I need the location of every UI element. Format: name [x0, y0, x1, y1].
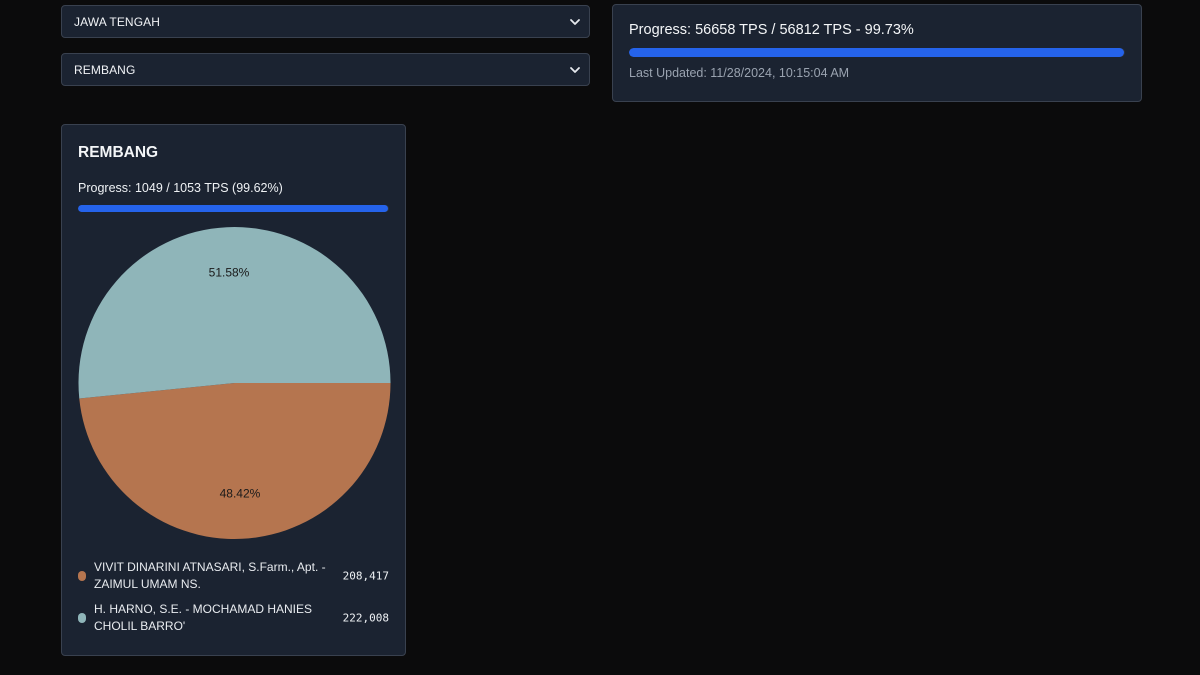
region-progress-bar [78, 205, 389, 212]
pie-slice[interactable] [79, 383, 391, 539]
region-result-card: REMBANG Progress: 1049 / 1053 TPS (99.62… [61, 124, 406, 656]
pie-chart-svg: 48.42% 51.58% [78, 226, 391, 539]
legend-swatch [78, 571, 86, 581]
region-progress-text: Progress: 1049 / 1053 TPS (99.62%) [78, 181, 283, 195]
regency-select[interactable]: REMBANG [61, 53, 590, 86]
pie-percent-label: 48.42% [220, 487, 261, 501]
province-select[interactable]: JAWA TENGAH [61, 5, 590, 38]
overall-progress-text: Progress: 56658 TPS / 56812 TPS - 99.73% [629, 22, 914, 38]
chevron-down-icon [568, 63, 582, 77]
province-select-value: JAWA TENGAH [74, 14, 161, 29]
vote-pie-chart: 48.42% 51.58% [78, 226, 391, 541]
legend-swatch [78, 613, 86, 623]
legend-vote-count: 208,417 [342, 569, 389, 583]
regency-select-value: REMBANG [74, 62, 136, 77]
legend-candidate-name: VIVIT DINARINI ATNASARI, S.Farm., Apt. -… [94, 560, 326, 591]
legend-item[interactable]: H. HARNO, S.E. - MOCHAMAD HANIES CHOLIL … [78, 601, 389, 635]
region-title: REMBANG [78, 144, 159, 161]
chevron-down-icon [568, 15, 582, 29]
legend-vote-count: 222,008 [342, 611, 389, 625]
region-progress-fill [78, 205, 388, 212]
legend-candidate-name: H. HARNO, S.E. - MOCHAMAD HANIES CHOLIL … [94, 602, 313, 633]
legend-item[interactable]: VIVIT DINARINI ATNASARI, S.Farm., Apt. -… [78, 559, 389, 593]
pie-percent-label: 51.58% [209, 265, 250, 279]
chart-legend: VIVIT DINARINI ATNASARI, S.Farm., Apt. -… [78, 559, 389, 643]
overall-progress-bar [629, 48, 1125, 57]
overall-progress-card: Progress: 56658 TPS / 56812 TPS - 99.73%… [612, 4, 1142, 102]
last-updated-text: Last Updated: 11/28/2024, 10:15:04 AM [629, 66, 850, 80]
pie-slice[interactable] [78, 226, 391, 399]
overall-progress-fill [629, 48, 1124, 57]
